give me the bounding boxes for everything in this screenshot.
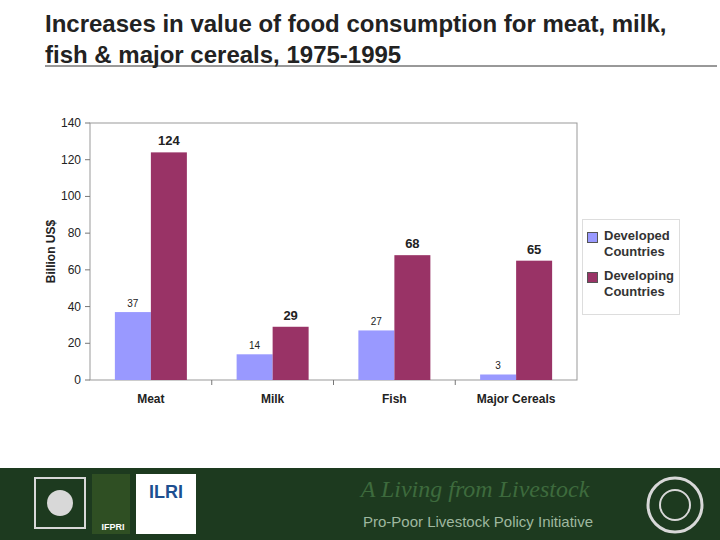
bar <box>394 255 430 380</box>
bar <box>358 330 394 380</box>
x-tick <box>455 380 456 385</box>
bar <box>151 152 187 380</box>
y-tick-label: 0 <box>74 373 81 387</box>
data-label: 124 <box>158 133 180 148</box>
bars <box>115 152 552 380</box>
y-tick <box>85 380 90 381</box>
y-tick-label: 120 <box>61 153 81 167</box>
x-tick-label: Meat <box>137 392 164 406</box>
y-tick <box>85 233 90 234</box>
bar <box>115 312 151 380</box>
logo-frame <box>136 474 196 534</box>
logo-shape <box>648 478 702 532</box>
logo-frame <box>92 474 130 534</box>
legend-swatch <box>587 232 598 243</box>
y-tick-label: 60 <box>68 263 82 277</box>
x-tick-label: Fish <box>382 392 407 406</box>
x-tick-label: Major Cereals <box>477 392 556 406</box>
legend-item: Developing Countries <box>587 268 679 300</box>
data-label: 14 <box>249 340 261 351</box>
data-label: 3 <box>495 360 501 371</box>
y-tick <box>85 123 90 124</box>
plot-frame <box>90 123 577 380</box>
bar <box>480 374 516 380</box>
logo-text: ILRI <box>149 482 183 502</box>
bar <box>273 327 309 380</box>
logo-shape <box>660 490 690 520</box>
logo-shape <box>47 490 73 516</box>
chart-title: Increases in value of food consumption f… <box>45 8 685 70</box>
bar <box>237 354 273 380</box>
data-label: 27 <box>371 316 383 327</box>
x-tick <box>211 380 212 385</box>
x-tick <box>333 380 334 385</box>
legend-label: Developing Countries <box>604 268 679 300</box>
y-tick <box>85 343 90 344</box>
y-tick <box>85 159 90 160</box>
logo-frame <box>35 478 85 528</box>
legend-item: Developed Countries <box>587 228 679 260</box>
y-tick <box>85 306 90 307</box>
data-label: 65 <box>527 242 541 257</box>
bar <box>516 261 552 380</box>
data-label: 68 <box>405 236 419 251</box>
y-tick-label: 20 <box>68 336 82 350</box>
title-rule <box>45 66 717 67</box>
data-label: 37 <box>127 298 139 309</box>
y-tick-label: 140 <box>61 116 81 130</box>
x-tick-label: Milk <box>261 392 285 406</box>
y-tick-label: 80 <box>68 226 82 240</box>
footer-subtitle: Pro-Poor Livestock Policy Initiative <box>363 513 593 530</box>
y-axis-label: Billion US$ <box>44 220 58 284</box>
y-tick <box>85 196 90 197</box>
logo-text: IFPRI <box>101 522 124 532</box>
legend: Developed Countries Developing Countries <box>582 219 680 315</box>
y-tick-label: 100 <box>61 189 81 203</box>
data-label: 29 <box>283 308 297 323</box>
footer-tagline: A Living from Livestock <box>359 476 590 502</box>
legend-swatch <box>587 272 598 283</box>
y-tick-label: 40 <box>68 300 82 314</box>
legend-label: Developed Countries <box>604 228 679 260</box>
footer-band <box>0 468 720 540</box>
y-tick <box>85 269 90 270</box>
data-labels: 37 14 27 3 124 29 68 65 <box>127 133 541 371</box>
